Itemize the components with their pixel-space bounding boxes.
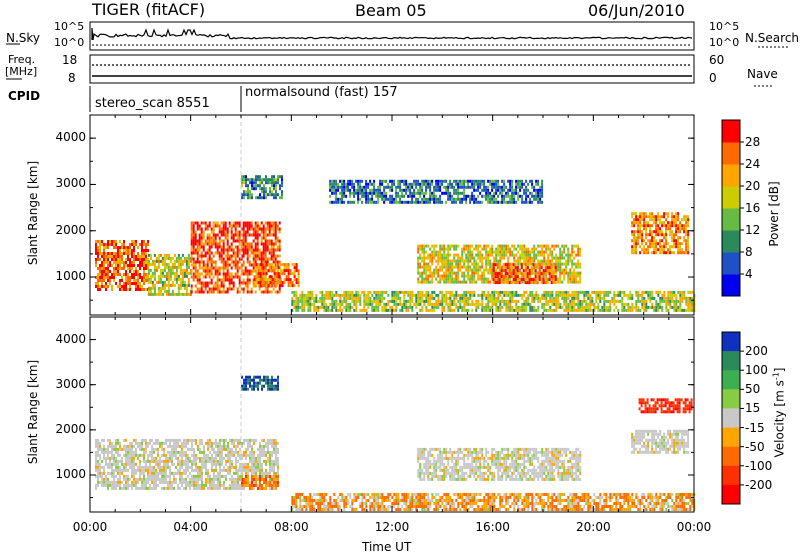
colorbar-1-tick-4: -15: [745, 420, 765, 435]
colorbar-swatch-0-7: [722, 120, 740, 143]
power-colorbar-label: Power [dB]: [767, 181, 781, 247]
vel-region-1: [241, 475, 279, 490]
xtick-2: 08:00: [274, 520, 309, 534]
power-region-4: [241, 175, 283, 200]
colorbar-swatch-1-7: [722, 465, 740, 486]
colorbar-1-tick-2: 50: [745, 382, 761, 397]
xtick-3: 12:00: [374, 520, 410, 534]
colorbar-0-tick-1: 8: [745, 245, 753, 259]
nsearch-label: N.Search: [745, 31, 800, 45]
panel-0-ytick-1: 2000: [55, 222, 86, 237]
header-left: TIGER (fitACF): [92, 0, 206, 19]
colorbar-swatch-0-3: [722, 208, 740, 231]
colorbar-swatch-0-1: [722, 252, 740, 275]
colorbar-0-tick-3: 16: [745, 201, 761, 215]
panel-1-ytick-0: 1000: [55, 466, 86, 481]
colorbar-0-tick-0: 4: [745, 267, 753, 281]
nsearch-tick-bottom: 10^0: [709, 36, 740, 49]
nsky-label: N.Sky: [6, 31, 41, 45]
colorbar-1-tick-1: 100: [745, 363, 768, 378]
header-center: Beam 05: [355, 1, 427, 20]
power-region-9: [631, 212, 690, 255]
velocity-panel: [95, 317, 696, 512]
panel-1-ytick-1: 2000: [55, 421, 86, 436]
colorbar-1-tick-3: 15: [745, 401, 761, 416]
xlabel: Time UT: [362, 540, 412, 554]
colorbar-swatch-1-6: [722, 446, 740, 467]
nave-label: Nave: [747, 67, 778, 81]
vel-region-5: [631, 429, 690, 454]
panel-0-ytick-0: 1000: [55, 269, 86, 284]
velocity-colorbar: [721, 331, 744, 505]
vel-region-6: [638, 398, 693, 414]
colorbar-swatch-1-4: [722, 408, 740, 428]
nsearch-tick-top: 10^5: [709, 20, 740, 33]
colorbar-swatch-0-4: [722, 186, 740, 209]
power-region-0: [95, 240, 149, 291]
colorbar-swatch-0-2: [722, 230, 740, 253]
colorbar-0-tick-5: 24: [745, 157, 761, 171]
freq-strip-frame: [89, 54, 695, 84]
vel-region-2: [241, 375, 279, 391]
colorbar-swatch-1-8: [722, 484, 740, 505]
vel-region-4: [417, 447, 582, 481]
velocity-colorbar-label-text: Velocity [m s-1]: [771, 367, 787, 458]
power-region-1: [147, 253, 192, 296]
xtick-1: 04:00: [173, 520, 208, 534]
cpid-segment-2: normalsound (fast) 157: [245, 85, 398, 100]
power-region-2: [190, 221, 281, 294]
colorbar-1-tick-5: -50: [745, 439, 765, 454]
colorbar-1-tick-7: -200: [745, 477, 773, 492]
power-panel: [95, 115, 696, 315]
colorbar-swatch-0-5: [722, 164, 740, 187]
colorbar-1-tick-6: -100: [745, 458, 773, 473]
cpid-label: CPID: [8, 89, 41, 103]
freq-tick-bottom: 8: [68, 71, 76, 85]
colorbar-0-tick-4: 20: [745, 179, 761, 193]
xtick-6: 00:00: [676, 520, 712, 534]
colorbar-0-tick-2: 12: [745, 223, 761, 237]
xtick-5: 20:00: [576, 520, 611, 534]
xtick-0: 00:00: [72, 520, 108, 534]
colorbar-0-tick-6: 28: [745, 135, 761, 149]
panel-1-ytick-2: 3000: [55, 376, 86, 391]
colorbar-swatch-1-2: [722, 370, 740, 390]
power-region-3: [253, 263, 300, 288]
colorbar-swatch-1-1: [722, 351, 740, 371]
nsky-strip-frame: [89, 21, 695, 51]
power-region-8: [329, 179, 544, 204]
cpid-segment-1: stereo_scan 8551: [95, 96, 210, 111]
xtick-4: 16:00: [475, 520, 510, 534]
nave-tick-top: 60: [709, 53, 725, 67]
power-colorbar: [721, 119, 744, 297]
nsky-tick-top: 10^5: [54, 20, 85, 33]
axes-ticks: [89, 115, 695, 512]
velocity-colorbar-label: Velocity [m s-1]: [772, 358, 787, 468]
colorbar-1-tick-0: 200: [745, 344, 768, 359]
power-ylabel: Slant Range [km]: [26, 160, 40, 266]
colorbar-swatch-0-0: [722, 274, 740, 297]
panel-1-ytick-3: 4000: [55, 331, 86, 346]
velocity-ylabel: Slant Range [km]: [26, 359, 40, 465]
colorbar-swatch-0-6: [722, 142, 740, 165]
freq-label-line1: Freq.: [8, 53, 36, 66]
vel-region-3: [291, 493, 696, 511]
freq-tick-top: 18: [62, 53, 78, 67]
header-right: 06/Jun/2010: [588, 1, 685, 20]
power-region-5: [291, 290, 696, 312]
power-region-7: [492, 263, 557, 285]
colorbar-swatch-1-3: [722, 389, 740, 409]
nave-tick-bottom: 0: [709, 71, 717, 85]
colorbar-swatch-1-5: [722, 427, 740, 448]
panel-0-ytick-3: 4000: [55, 130, 86, 145]
colorbar-swatch-1-0: [722, 332, 740, 352]
nsky-trace: [91, 27, 693, 46]
cpid-strip: [89, 86, 242, 112]
vel-region-0: [95, 438, 279, 490]
panel-0-ytick-2: 3000: [55, 176, 86, 191]
nsky-tick-bottom: 10^0: [54, 36, 85, 49]
freq-label-line2: [MHz]: [5, 65, 38, 78]
power-region-6: [417, 244, 582, 284]
